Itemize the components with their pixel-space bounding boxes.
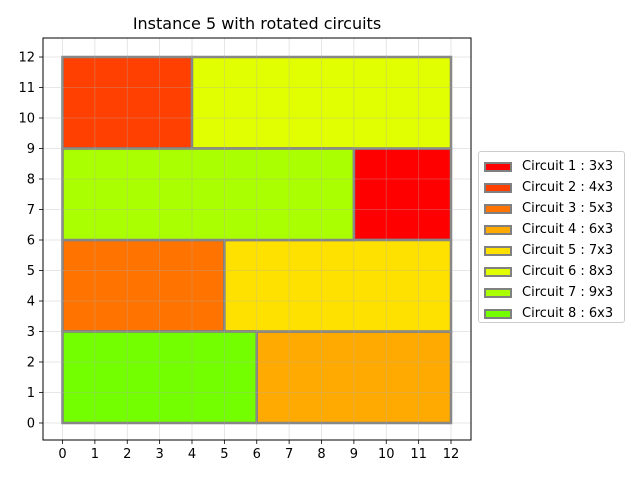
x-tick-label-5: 5 [220, 447, 228, 462]
x-tick-label-12: 12 [443, 447, 460, 462]
legend-item-circuit-5: Circuit 5 : 7x3 [479, 241, 624, 262]
x-tick-label-8: 8 [317, 447, 325, 462]
circuit-rect-8 [61, 330, 258, 425]
legend-item-circuit-4: Circuit 4 : 6x3 [479, 220, 624, 241]
x-tick-label-10: 10 [378, 447, 395, 462]
y-tick-label-6: 6 [27, 234, 35, 249]
legend-swatch [484, 162, 512, 172]
circuit-rect-5 [223, 238, 453, 333]
y-tick-label-10: 10 [18, 112, 35, 127]
legend-label: Circuit 2 : 4x3 [522, 180, 614, 195]
legend-item-circuit-2: Circuit 2 : 4x3 [479, 178, 624, 199]
y-tick-label-1: 1 [27, 386, 35, 401]
legend-swatch [484, 309, 512, 319]
legend-swatch [484, 267, 512, 277]
x-tick-label-0: 0 [58, 447, 66, 462]
circuit-rect-1 [352, 147, 453, 242]
y-tick-label-12: 12 [18, 51, 35, 66]
legend-item-circuit-8: Circuit 8 : 6x3 [479, 304, 624, 325]
legend-swatch [484, 225, 512, 235]
circuit-rect-7 [61, 147, 356, 242]
legend: Circuit 1 : 3x3 Circuit 2 : 4x3 Circuit 3 … [478, 151, 625, 323]
legend-swatch [484, 183, 512, 193]
x-tick-label-9: 9 [350, 447, 358, 462]
y-tick-label-11: 11 [18, 81, 35, 96]
x-tick-label-11: 11 [410, 447, 427, 462]
y-tick-label-0: 0 [27, 417, 35, 432]
y-tick-label-8: 8 [27, 173, 35, 188]
legend-label: Circuit 4 : 6x3 [522, 222, 614, 237]
y-tick-label-5: 5 [27, 264, 35, 279]
y-tick-label-3: 3 [27, 325, 35, 340]
legend-swatch [484, 288, 512, 298]
x-tick-label-3: 3 [155, 447, 163, 462]
legend-item-circuit-7: Circuit 7 : 9x3 [479, 283, 624, 304]
legend-label: Circuit 5 : 7x3 [522, 243, 614, 258]
legend-item-circuit-3: Circuit 3 : 5x3 [479, 199, 624, 220]
chart-title: Instance 5 with rotated circuits [133, 14, 381, 33]
x-tick-label-7: 7 [285, 447, 293, 462]
legend-label: Circuit 7 : 9x3 [522, 285, 614, 300]
legend-label: Circuit 6 : 8x3 [522, 264, 614, 279]
legend-label: Circuit 3 : 5x3 [522, 201, 614, 216]
x-tick-label-4: 4 [188, 447, 196, 462]
y-tick-label-4: 4 [27, 295, 35, 310]
legend-label: Circuit 1 : 3x3 [522, 159, 614, 174]
x-tick-label-6: 6 [253, 447, 261, 462]
legend-item-circuit-6: Circuit 6 : 8x3 [479, 262, 624, 283]
circuit-rect-3 [61, 238, 226, 333]
legend-swatch [484, 204, 512, 214]
legend-label: Circuit 8 : 6x3 [522, 306, 614, 321]
y-tick-label-9: 9 [27, 142, 35, 157]
legend-item-circuit-1: Circuit 1 : 3x3 [479, 157, 624, 178]
y-tick-label-2: 2 [27, 356, 35, 371]
y-tick-label-7: 7 [27, 203, 35, 218]
legend-swatch [484, 246, 512, 256]
x-tick-label-1: 1 [91, 447, 99, 462]
x-tick-label-2: 2 [123, 447, 131, 462]
